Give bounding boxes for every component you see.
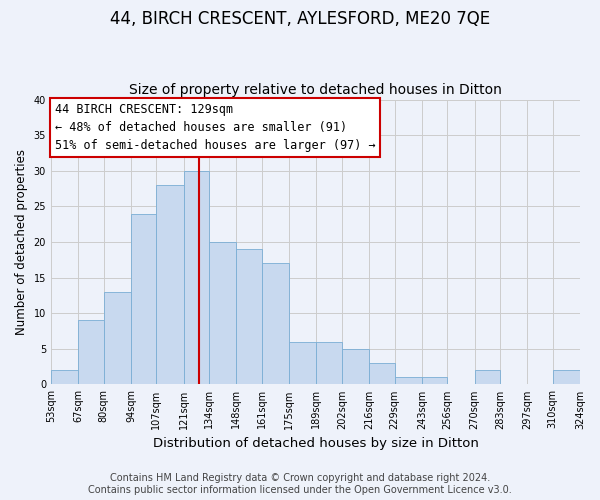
Bar (395, 378, 422, 384)
Bar (369, 363, 395, 384)
Bar (475, 370, 500, 384)
Text: 44 BIRCH CRESCENT: 129sqm
← 48% of detached houses are smaller (91)
51% of semi-: 44 BIRCH CRESCENT: 129sqm ← 48% of detac… (55, 103, 376, 152)
Bar (262, 264, 289, 384)
Bar (289, 342, 316, 384)
Text: Contains HM Land Registry data © Crown copyright and database right 2024.
Contai: Contains HM Land Registry data © Crown c… (88, 474, 512, 495)
Bar (236, 249, 262, 384)
Bar (51, 370, 78, 384)
Bar (209, 242, 236, 384)
Bar (316, 342, 342, 384)
Bar (184, 171, 209, 384)
Title: Size of property relative to detached houses in Ditton: Size of property relative to detached ho… (129, 83, 502, 97)
Bar (104, 292, 131, 384)
Bar (422, 378, 447, 384)
Bar (78, 320, 104, 384)
Bar (157, 185, 184, 384)
Bar (553, 370, 580, 384)
Bar (131, 214, 157, 384)
X-axis label: Distribution of detached houses by size in Ditton: Distribution of detached houses by size … (152, 437, 478, 450)
Y-axis label: Number of detached properties: Number of detached properties (15, 149, 28, 335)
Bar (342, 349, 369, 384)
Text: 44, BIRCH CRESCENT, AYLESFORD, ME20 7QE: 44, BIRCH CRESCENT, AYLESFORD, ME20 7QE (110, 10, 490, 28)
